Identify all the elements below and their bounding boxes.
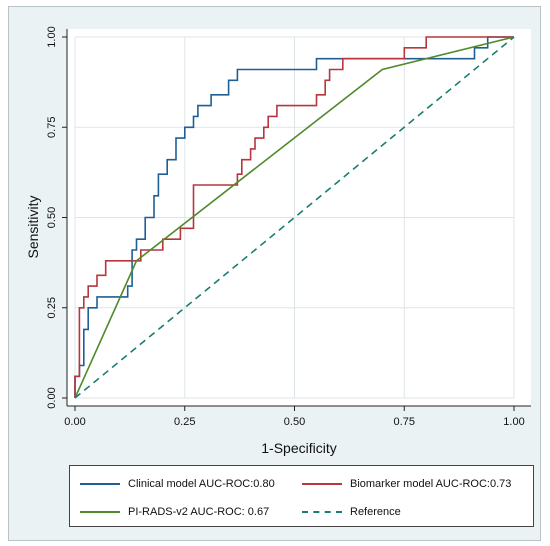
- roc-chart: 0.00 0.25 0.50 0.75 1.00 0.00 0.25 0.50 0.75 1.00…: [25, 26, 531, 456]
- legend-item-clinical: Clinical model AUC-ROC:0.80: [80, 478, 275, 490]
- legend: Clinical model AUC-ROC:0.80 Biomarker mo…: [69, 465, 534, 527]
- legend-swatch-clinical: [80, 483, 120, 485]
- x-tick-label-0: 0.00: [64, 416, 85, 428]
- x-axis-label: 1-Specificity: [261, 440, 336, 456]
- x-tick-label-2: 0.50: [284, 416, 305, 428]
- y-tick-label-0: 0.00: [46, 387, 58, 408]
- biomarker-model-line: [74, 36, 514, 398]
- legend-swatch-biomarker: [302, 483, 342, 485]
- legend-label-reference: Reference: [350, 506, 401, 518]
- x-tick-label-4: 1.00: [503, 416, 524, 428]
- legend-swatch-reference: [302, 511, 342, 513]
- reference-line: [74, 36, 515, 399]
- legend-swatch-pirads: [80, 511, 120, 513]
- y-tick-label-3: 0.75: [46, 117, 58, 138]
- series-group: [74, 36, 515, 399]
- legend-item-pirads: PI-RADS-v2 AUC-ROC: 0.67: [80, 506, 269, 518]
- axes: 0.00 0.25 0.50 0.75 1.00 0.00 0.25 0.50 0.75 1.00: [46, 26, 531, 428]
- y-tick-label-1: 0.25: [46, 297, 58, 318]
- clinical-model-line: [74, 36, 514, 398]
- legend-label-biomarker: Biomarker model AUC-ROC:0.73: [350, 478, 512, 490]
- x-tick-label-3: 0.75: [394, 416, 415, 428]
- y-tick-label-4: 1.00: [46, 26, 58, 47]
- y-axis-label: Sensitivity: [25, 195, 41, 258]
- legend-label-pirads: PI-RADS-v2 AUC-ROC: 0.67: [128, 506, 270, 518]
- chart-frame: 0.00 0.25 0.50 0.75 1.00 0.00 0.25 0.50 0.75 1.00…: [8, 6, 541, 541]
- pirads-v2-line: [74, 36, 515, 399]
- legend-label-clinical: Clinical model AUC-ROC:0.80: [128, 478, 275, 490]
- legend-item-biomarker: Biomarker model AUC-ROC:0.73: [302, 478, 511, 490]
- y-tick-label-2: 0.50: [46, 207, 58, 228]
- x-tick-label-1: 0.25: [174, 416, 195, 428]
- legend-item-reference: Reference: [302, 506, 401, 518]
